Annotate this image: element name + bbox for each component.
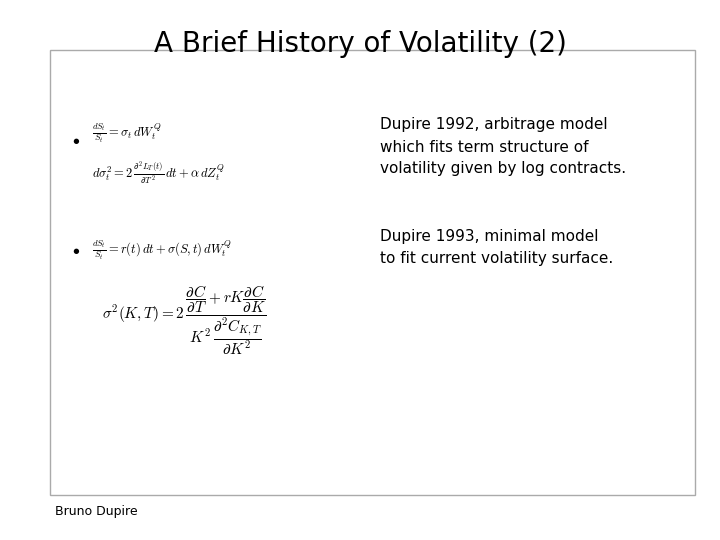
Text: volatility given by log contracts.: volatility given by log contracts. <box>380 161 626 177</box>
Text: Bruno Dupire: Bruno Dupire <box>55 505 138 518</box>
Text: $\frac{dS_t}{S_t} = \sigma_t\, dW_t^Q$: $\frac{dS_t}{S_t} = \sigma_t\, dW_t^Q$ <box>92 122 161 145</box>
Text: $d\sigma_t^2 = 2\,\frac{\partial^2 L_T(t)}{\partial T^2}\,dt + \alpha\, dZ_t^Q$: $d\sigma_t^2 = 2\,\frac{\partial^2 L_T(t… <box>92 159 225 187</box>
Text: Dupire 1992, arbitrage model: Dupire 1992, arbitrage model <box>380 118 608 132</box>
Text: Dupire 1993, minimal model: Dupire 1993, minimal model <box>380 230 598 245</box>
Text: which fits term structure of: which fits term structure of <box>380 139 588 154</box>
Bar <box>50 50 695 495</box>
Text: $\bullet$: $\bullet$ <box>72 243 80 257</box>
Text: to fit current volatility surface.: to fit current volatility surface. <box>380 252 613 267</box>
Text: $\bullet$: $\bullet$ <box>72 133 80 147</box>
Text: $\sigma^2(K,T) = 2\,\dfrac{\dfrac{\partial C}{\partial T} + rK\dfrac{\partial C}: $\sigma^2(K,T) = 2\,\dfrac{\dfrac{\parti… <box>102 283 267 357</box>
Text: $\frac{dS_t}{S_t} = r(t)\,dt + \sigma(S,t)\,dW_t^Q$: $\frac{dS_t}{S_t} = r(t)\,dt + \sigma(S,… <box>92 238 232 262</box>
Text: A Brief History of Volatility (2): A Brief History of Volatility (2) <box>153 30 567 58</box>
